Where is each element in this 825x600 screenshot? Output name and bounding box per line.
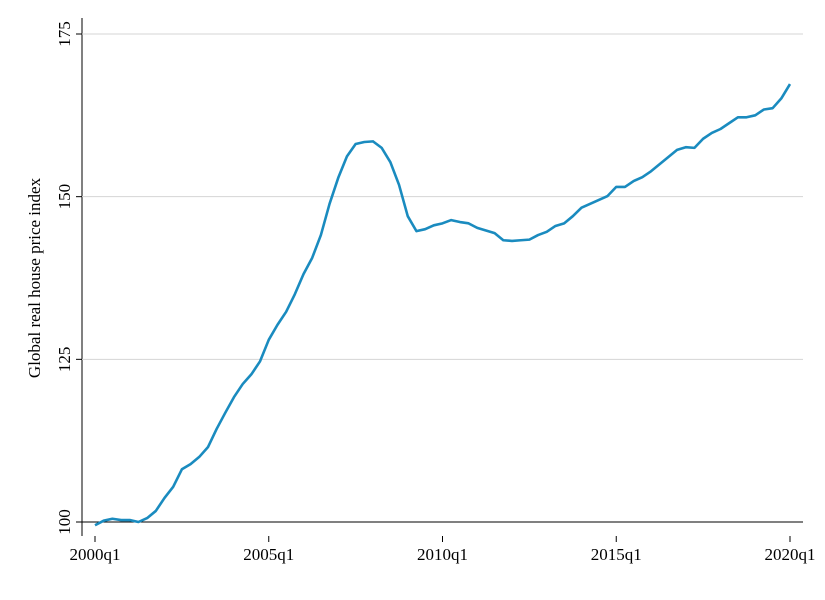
y-tick-label: 175 — [55, 21, 74, 47]
x-tick-label: 2000q1 — [70, 545, 121, 564]
y-tick-label: 125 — [55, 347, 74, 373]
line — [94, 83, 792, 527]
y-axis-label: Global real house price index — [25, 177, 44, 378]
y-tick-label: 150 — [55, 184, 74, 210]
y-tick-label: 100 — [55, 509, 74, 535]
x-tick-label: 2005q1 — [243, 545, 294, 564]
x-tick-label: 2010q1 — [417, 545, 468, 564]
x-tick-label: 2020q1 — [765, 545, 816, 564]
x-tick-label: 2015q1 — [591, 545, 642, 564]
